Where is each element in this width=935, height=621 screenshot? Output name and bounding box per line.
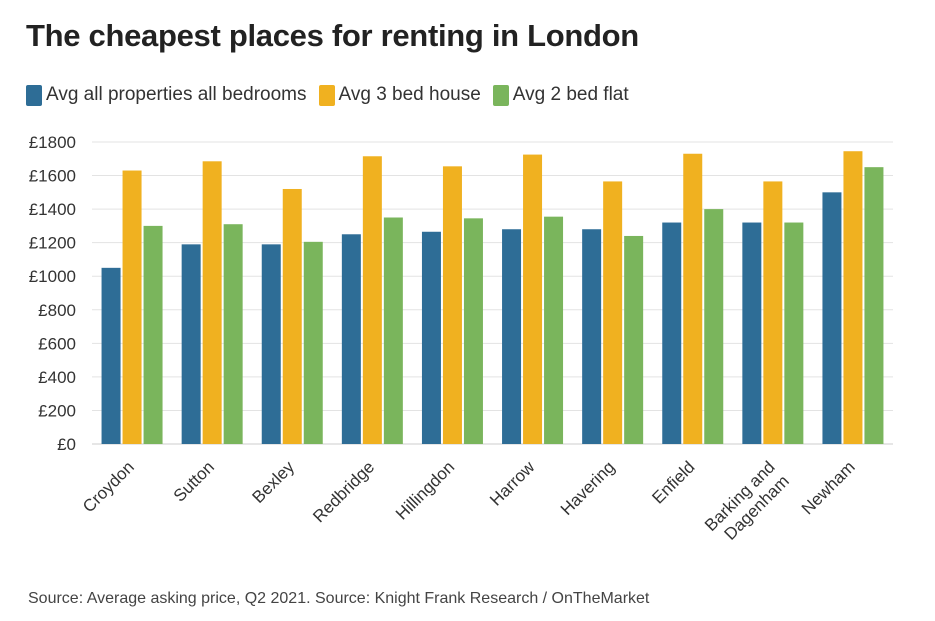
bar-harrow-avg-2-bed-flat [544,216,564,444]
y-tick-label-800: £800 [38,301,76,320]
bar-croydon-avg-3-bed-house [122,170,142,444]
y-tick-label-1600: £1600 [29,167,76,186]
bar-newham-avg-3-bed-house [843,151,863,444]
x-tick-label-bexley: Bexley [249,457,299,507]
bar-harrow-avg-3-bed-house [523,154,543,445]
y-tick-label-200: £200 [38,401,76,420]
x-tick-label-enfield: Enfield [648,457,698,507]
legend-item-3-bed-house: Avg 3 bed house [318,84,481,106]
bar-hillingdon-avg-3-bed-house [442,166,462,445]
bar-havering-avg-3-bed-house [603,181,623,444]
bar-sutton-avg-3-bed-house [202,161,222,445]
x-tick-label-harrow: Harrow [486,457,539,510]
legend-label-all-properties: Avg all properties all bedrooms [46,84,307,105]
bar-newham-avg-all-properties-all-bedrooms [822,192,842,444]
x-tick-label-croydon: Croydon [79,457,138,516]
bar-redbridge-avg-all-properties-all-bedrooms [341,234,361,444]
bar-bexley-avg-3-bed-house [282,188,302,444]
x-tick-label-barking-and-dagenham: Barking andDagenham [701,457,793,549]
bar-havering-avg-all-properties-all-bedrooms [582,229,602,444]
source-note: Source: Average asking price, Q2 2021. S… [28,590,650,607]
legend-label-3-bed-house: Avg 3 bed house [338,84,481,105]
y-tick-label-600: £600 [38,334,76,353]
y-tick-label-0: £0 [57,435,76,454]
bar-barking-and-dagenham-avg-2-bed-flat [784,222,804,444]
bar-barking-and-dagenham-avg-3-bed-house [763,181,783,444]
bar-sutton-avg-2-bed-flat [223,224,243,444]
bar-bexley-avg-2-bed-flat [303,241,323,444]
x-tick-label-havering: Havering [557,457,619,519]
y-tick-label-400: £400 [38,368,76,387]
bar-havering-avg-2-bed-flat [624,235,644,444]
legend-item-all-properties: Avg all properties all bedrooms [26,84,307,106]
legend-swatch-3-bed-house [318,84,335,106]
bar-bexley-avg-all-properties-all-bedrooms [261,244,281,444]
y-tick-label-1800: £1800 [29,133,76,152]
chart-title: The cheapest places for renting in Londo… [26,18,639,53]
legend-item-2-bed-flat: Avg 2 bed flat [492,84,629,106]
bar-croydon-avg-all-properties-all-bedrooms [101,267,121,444]
legend-label-2-bed-flat: Avg 2 bed flat [512,84,629,105]
x-tick-label-newham: Newham [798,457,859,518]
bar-enfield-avg-3-bed-house [683,153,703,444]
x-tick-label-sutton: Sutton [170,457,218,505]
legend-swatch-2-bed-flat [492,84,509,106]
bar-hillingdon-avg-2-bed-flat [463,218,483,444]
y-tick-label-1000: £1000 [29,267,76,286]
bar-croydon-avg-2-bed-flat [143,225,163,444]
x-tick-label-hillingdon: Hillingdon [392,457,458,523]
bar-enfield-avg-2-bed-flat [704,209,724,444]
y-tick-label-1200: £1200 [29,234,76,253]
bar-enfield-avg-all-properties-all-bedrooms [662,222,682,444]
bar-hillingdon-avg-all-properties-all-bedrooms [421,231,441,444]
x-tick-label-redbridge: Redbridge [309,457,378,526]
legend: Avg all properties all bedrooms Avg 3 be… [26,84,629,106]
bar-newham-avg-2-bed-flat [864,167,884,444]
bar-barking-and-dagenham-avg-all-properties-all-bedrooms [742,222,762,444]
bar-harrow-avg-all-properties-all-bedrooms [502,229,522,444]
y-tick-label-1400: £1400 [29,200,76,219]
legend-swatch-all-properties [26,84,42,106]
bar-sutton-avg-all-properties-all-bedrooms [181,244,201,444]
bar-redbridge-avg-2-bed-flat [383,217,403,444]
bar-redbridge-avg-3-bed-house [362,156,382,444]
